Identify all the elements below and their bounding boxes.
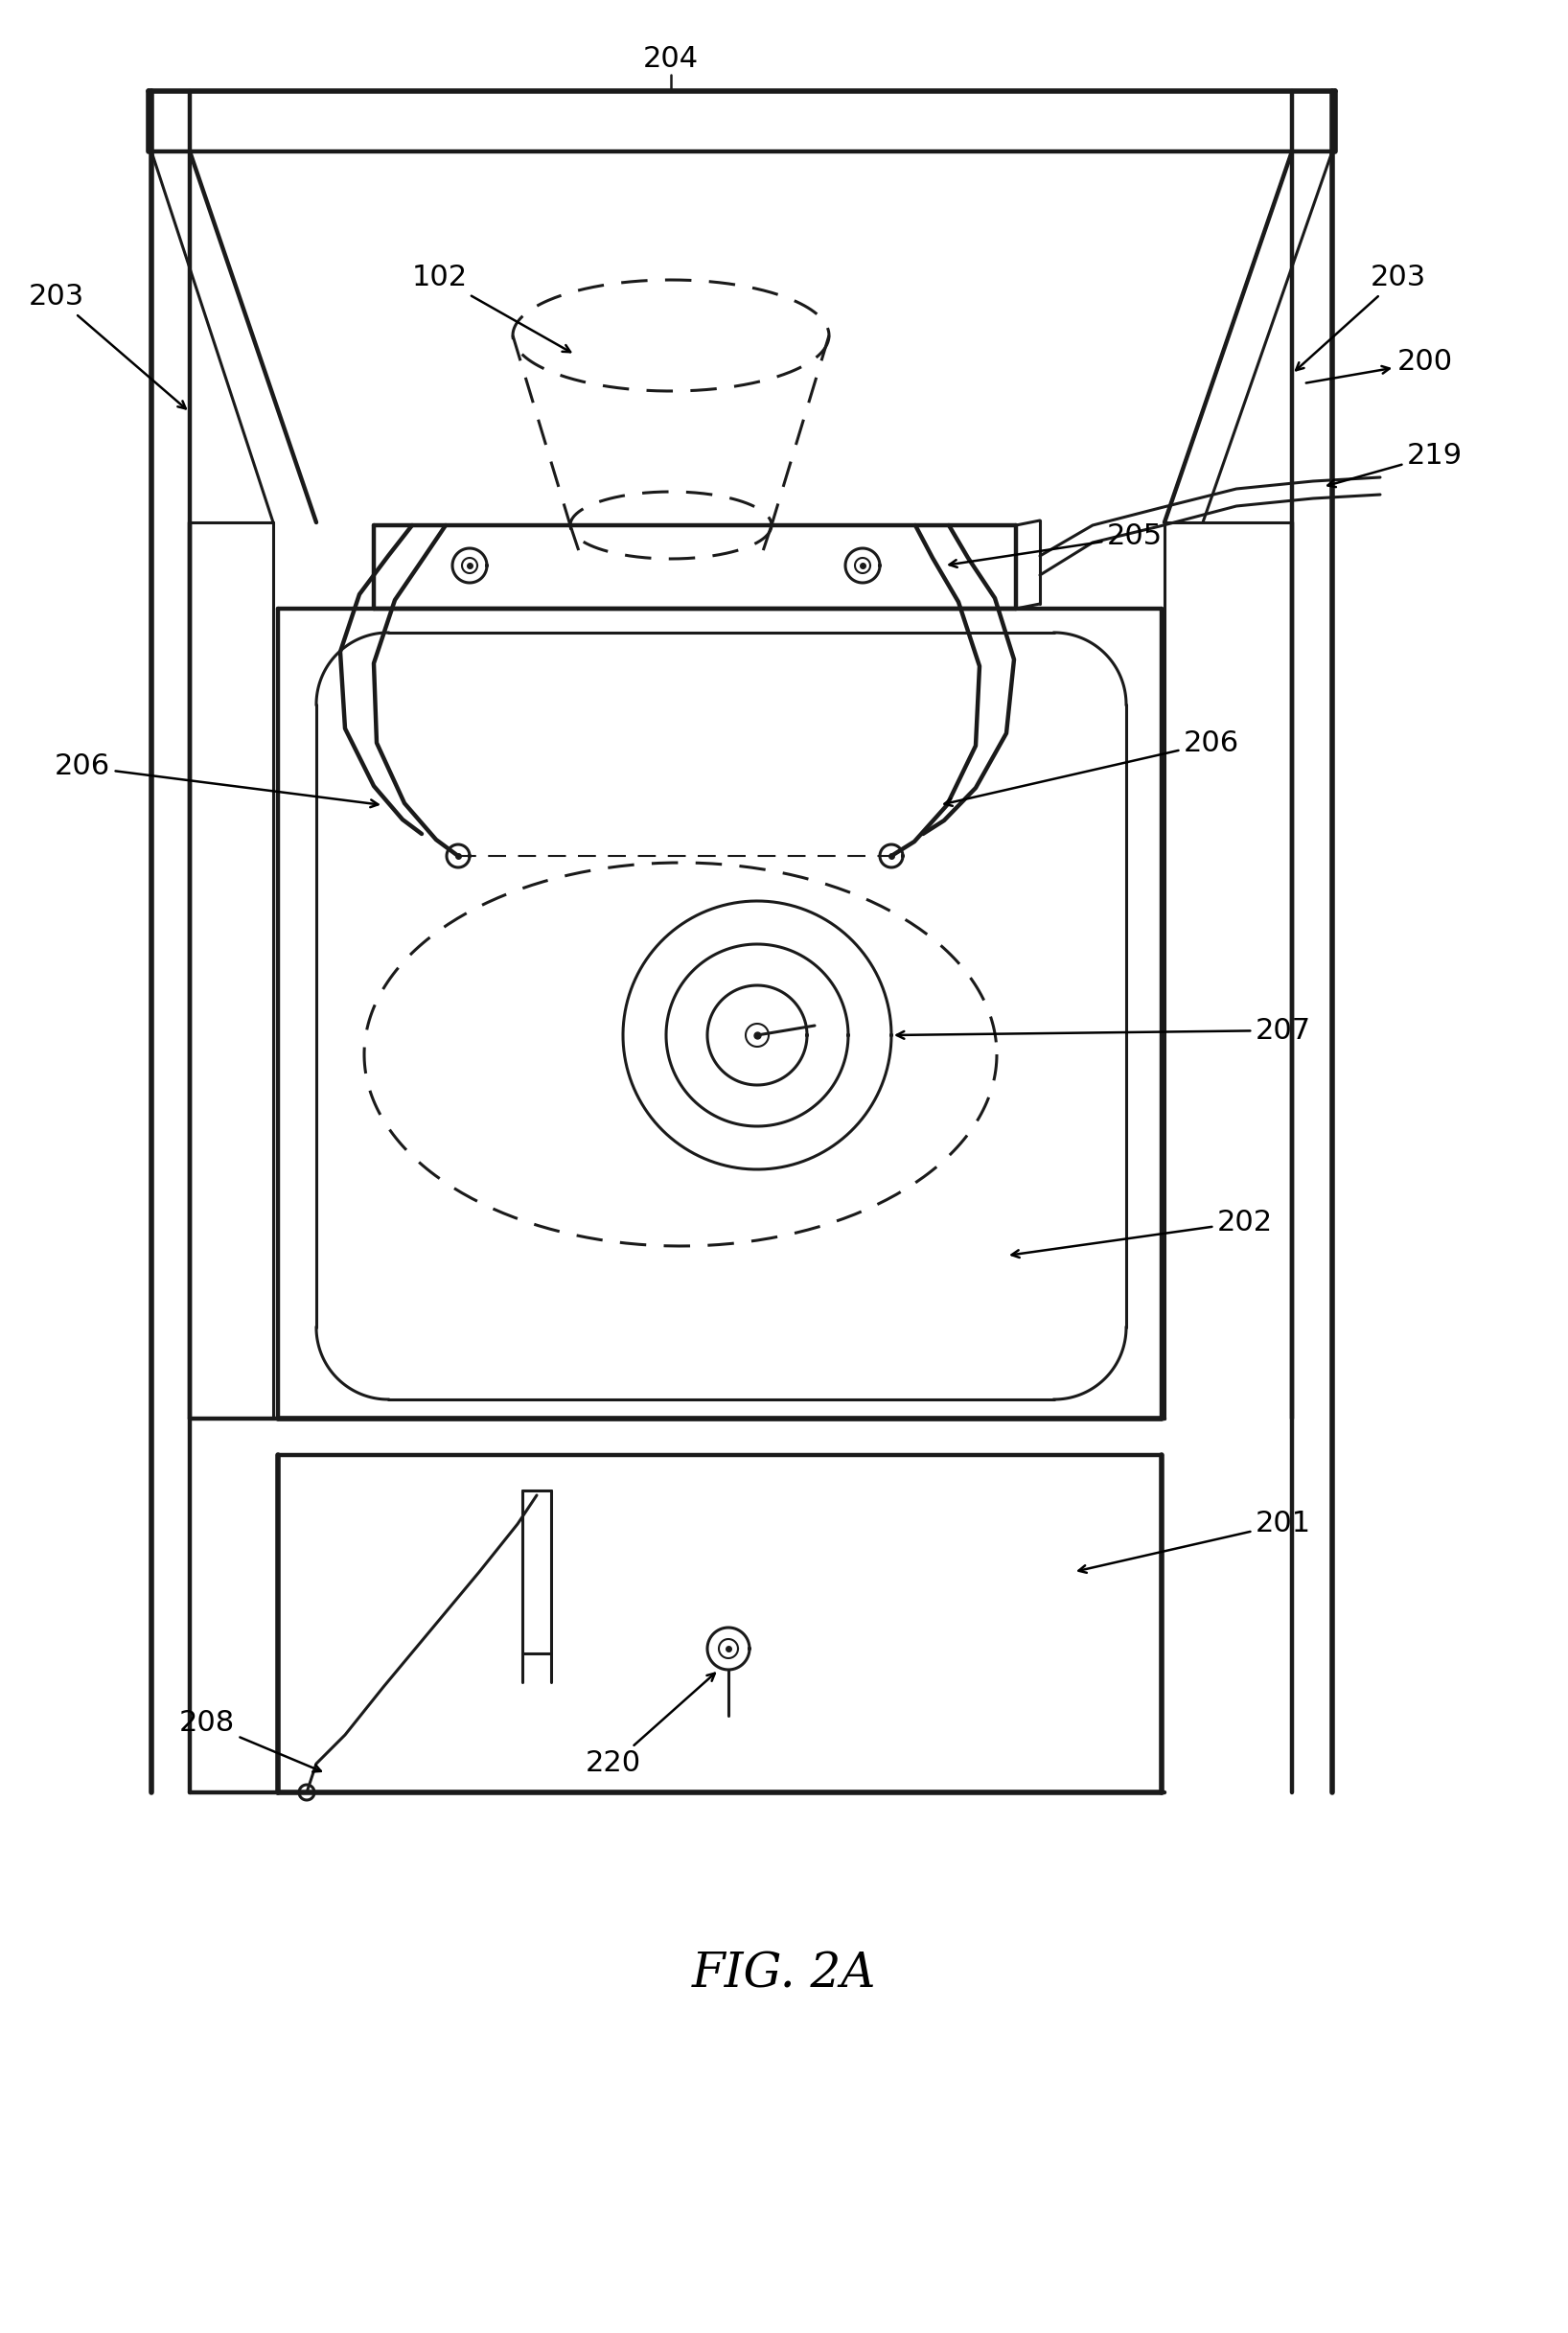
Text: 205: 205 xyxy=(949,523,1163,567)
Text: 204: 204 xyxy=(643,47,699,72)
Text: FIG. 2A: FIG. 2A xyxy=(691,1950,877,1999)
Text: 202: 202 xyxy=(1011,1208,1273,1257)
Text: 203: 203 xyxy=(28,282,185,408)
Text: 206: 206 xyxy=(55,754,378,807)
Text: 207: 207 xyxy=(897,1017,1311,1045)
Text: 220: 220 xyxy=(585,1673,715,1778)
Text: 208: 208 xyxy=(179,1710,321,1771)
Text: 203: 203 xyxy=(1295,264,1427,371)
Text: 206: 206 xyxy=(944,728,1239,805)
Text: 201: 201 xyxy=(1079,1509,1311,1572)
Text: 200: 200 xyxy=(1306,348,1454,383)
Text: 102: 102 xyxy=(412,264,571,352)
Text: 219: 219 xyxy=(1328,441,1463,488)
